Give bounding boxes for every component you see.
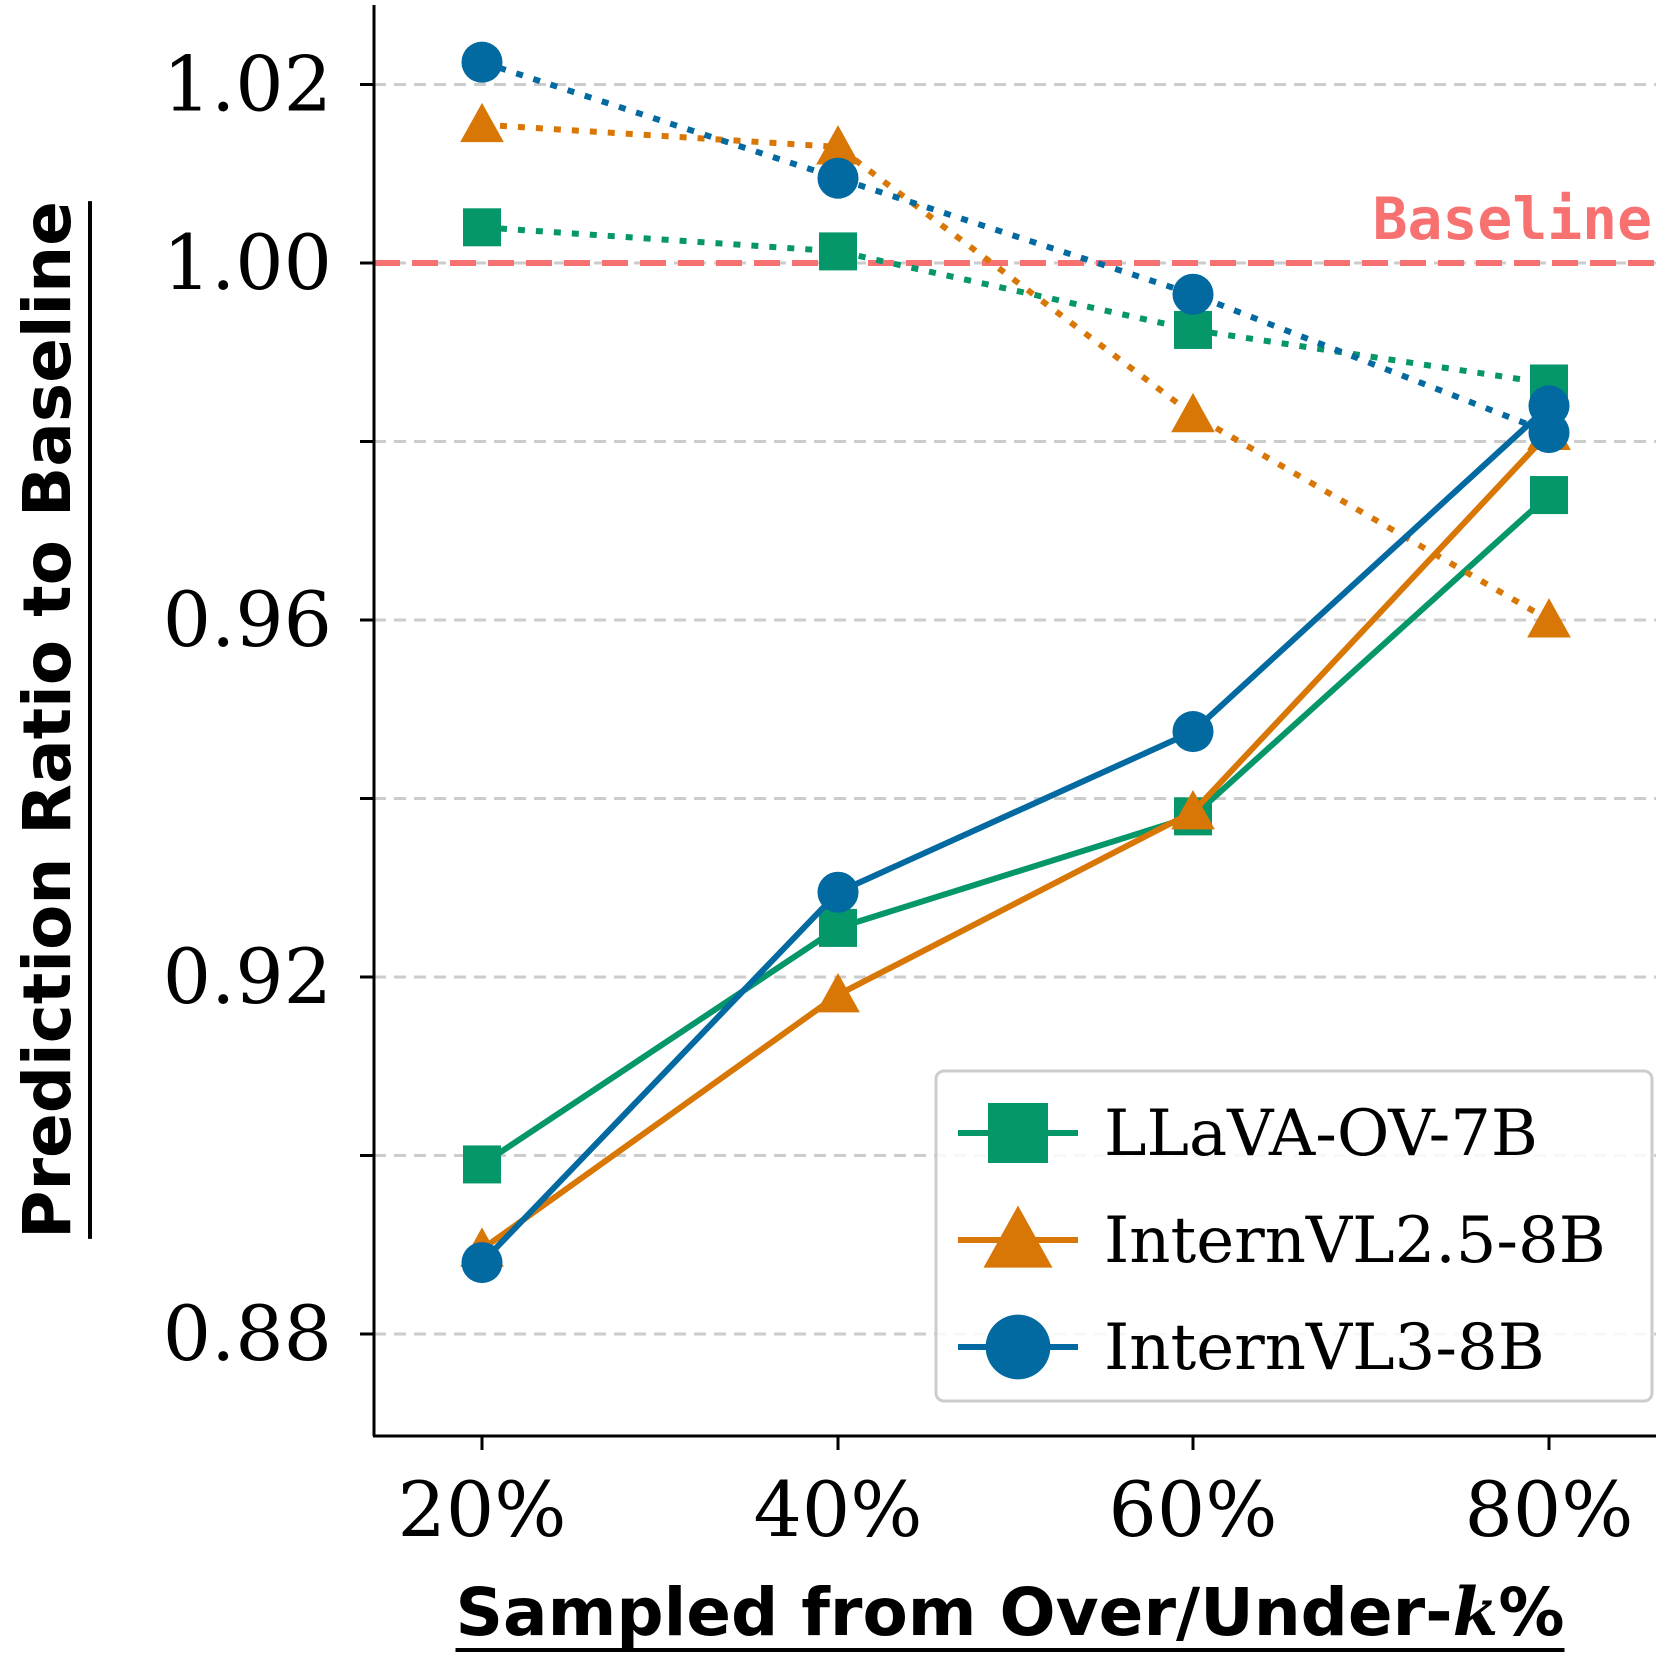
series-line-dotted (481, 224, 1550, 387)
x-tick-label: 80% (1465, 1465, 1634, 1554)
y-axis-title-group: Prediction Ratio to Baseline (9, 201, 92, 1239)
x-ticks: 20% 40% 60% 80% (398, 1436, 1634, 1554)
x-tick-label: 40% (754, 1465, 923, 1554)
series-line-dotted (481, 121, 1551, 623)
data-point (819, 232, 857, 271)
x-axis-title-var: k (1453, 1573, 1499, 1651)
legend-items: LLaVA-OV-7B InternVL2.5-8B InternVL3-8B (958, 1097, 1606, 1385)
x-axis-title-group: Sampled from Over/Under-k% (455, 1573, 1565, 1652)
data-point (461, 1242, 503, 1284)
data-point (1527, 598, 1571, 638)
data-point (816, 125, 860, 165)
legend-item: InternVL3-8B (958, 1311, 1545, 1385)
legend: LLaVA-OV-7B InternVL2.5-8B InternVL3-8B (934, 1069, 1654, 1403)
data-point (819, 908, 857, 947)
y-ticks: 0.88 0.92 0.96 1.00 1.02 (163, 40, 374, 1378)
data-point (461, 41, 503, 83)
y-tick-label: 0.92 (163, 932, 332, 1021)
data-point (1174, 310, 1212, 349)
data-point (1171, 790, 1215, 830)
legend-label: InternVL3-8B (1104, 1311, 1545, 1385)
y-tick-label: 0.88 (163, 1289, 332, 1378)
x-tick-label: 60% (1109, 1465, 1278, 1554)
data-point (1530, 476, 1568, 515)
x-axis-title: Sampled from Over/Under-k% (456, 1573, 1565, 1651)
x-axis-title-suffix: % (1498, 1574, 1564, 1651)
data-point (816, 973, 860, 1013)
series-0 (463, 208, 1568, 1184)
data-point (1172, 711, 1214, 753)
y-axis-title: Prediction Ratio to Baseline (9, 201, 86, 1239)
legend-item: InternVL2.5-8B (958, 1204, 1606, 1278)
series-line-dotted (481, 59, 1551, 436)
x-axis-title-prefix: Sampled from Over/Under- (456, 1574, 1453, 1651)
data-point (1171, 392, 1215, 433)
series-line-solid (479, 403, 1552, 1265)
data-point (1172, 273, 1214, 315)
legend-label: InternVL2.5-8B (1104, 1204, 1606, 1278)
legend-label: LLaVA-OV-7B (1104, 1097, 1538, 1171)
series-2 (461, 41, 1570, 1284)
data-point (817, 871, 859, 913)
baseline-group: Baseline (374, 185, 1656, 266)
data-point (463, 208, 501, 247)
y-tick-label: 0.96 (163, 575, 332, 664)
data-point (460, 102, 504, 143)
series-line-solid (480, 492, 1552, 1167)
legend-item: LLaVA-OV-7B (958, 1097, 1538, 1171)
data-point (1528, 412, 1570, 454)
series-line-solid (480, 430, 1552, 1252)
y-tick-label: 1.00 (163, 218, 332, 307)
legend-marker (988, 1103, 1048, 1163)
legend-box (934, 1069, 1654, 1403)
data-point (817, 157, 859, 199)
x-tick-label: 20% (398, 1465, 567, 1554)
baseline-label: Baseline (1373, 185, 1652, 253)
series-group (460, 41, 1571, 1284)
y-tick-label: 1.02 (163, 40, 332, 129)
axes (372, 5, 1656, 1438)
data-point (463, 1145, 501, 1184)
legend-marker (985, 1314, 1051, 1380)
legend-marker (983, 1205, 1053, 1268)
